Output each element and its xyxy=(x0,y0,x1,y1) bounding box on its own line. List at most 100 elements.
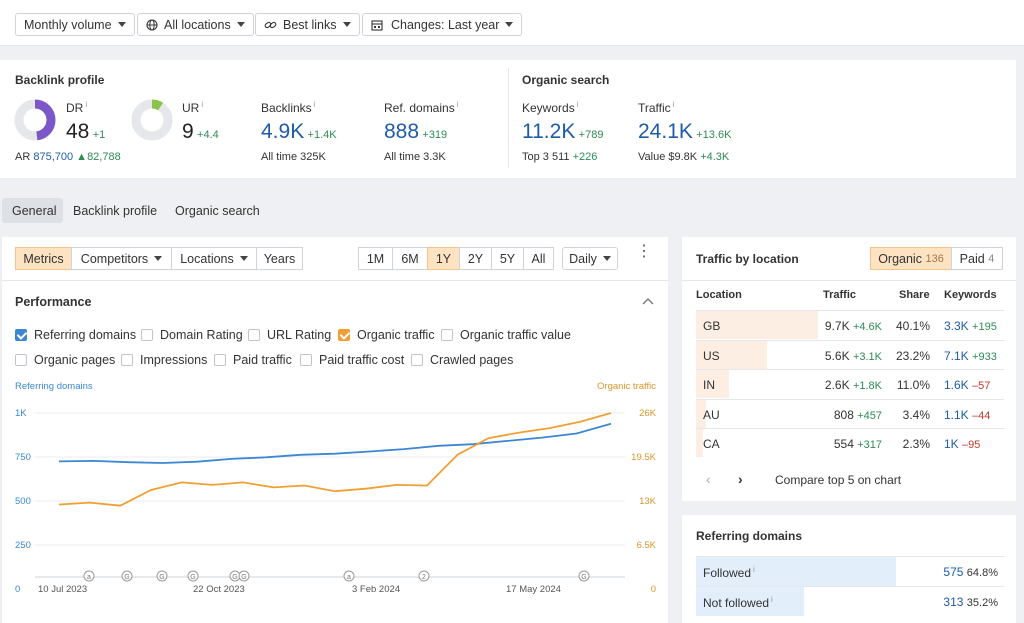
compare-top5-link[interactable]: Compare top 5 on chart xyxy=(775,473,902,487)
share-value: 3.4% xyxy=(902,407,930,422)
keywords-value[interactable]: 11.2K +789 xyxy=(522,120,604,143)
referring-share-bar xyxy=(696,557,896,586)
ref-domains-value[interactable]: 888 +319 xyxy=(384,120,448,143)
info-icon[interactable]: i xyxy=(672,100,675,109)
metrics-button[interactable]: Metrics xyxy=(15,247,72,270)
location-row[interactable]: US 5.6K +3.1K 23.2% 7.1K +933 xyxy=(696,339,1004,369)
info-icon[interactable]: i xyxy=(85,100,88,109)
location-row[interactable]: IN 2.6K +1.8K 11.0% 1.6K –57 xyxy=(696,369,1004,398)
range-6m[interactable]: 6M xyxy=(392,247,428,270)
checkbox-impressions[interactable]: Impressions xyxy=(121,353,207,367)
referring-domains-title: Referring domains xyxy=(696,529,803,543)
annotation-a[interactable] xyxy=(343,570,355,582)
left-tick-0: 0 xyxy=(15,584,21,595)
annotation-g[interactable] xyxy=(121,570,133,582)
range-all[interactable]: All xyxy=(523,247,554,270)
checkbox-organic-traffic-value[interactable]: Organic traffic value xyxy=(441,328,571,342)
ar-row: AR 875,700 ▲82,788 xyxy=(15,151,121,163)
location-row[interactable]: GB 9.7K +4.6K 40.1% 3.3K +195 xyxy=(696,310,1004,339)
info-icon[interactable]: i xyxy=(456,100,459,109)
years-button[interactable]: Years xyxy=(256,247,303,270)
next-page-icon[interactable]: › xyxy=(738,471,743,487)
links-dropdown[interactable]: Best links xyxy=(255,13,360,36)
annotation-a-text: a xyxy=(347,574,351,581)
share-bar xyxy=(696,311,818,339)
checkbox-crawled-pages[interactable]: Crawled pages xyxy=(411,353,513,367)
ref-domains-alltime: All time 3.3K xyxy=(384,151,446,163)
traffic-by-location-title: Traffic by location xyxy=(696,252,799,266)
annotation-g[interactable] xyxy=(187,570,199,582)
collapse-chevron-icon[interactable] xyxy=(642,297,654,305)
keywords-label: Keywords i xyxy=(522,100,579,115)
checkbox-paid-traffic[interactable]: Paid traffic xyxy=(214,353,292,367)
location-row[interactable]: AU 808 +457 3.4% 1.1K –44 xyxy=(696,398,1004,428)
referring-value[interactable]: 313 35.2% xyxy=(943,595,998,609)
organic-search-title: Organic search xyxy=(522,73,610,87)
annotation-g[interactable] xyxy=(578,570,590,582)
checkbox-organic-traffic[interactable]: Organic traffic xyxy=(338,328,435,342)
range-1y[interactable]: 1Y xyxy=(427,247,460,270)
checkbox-referring-domains[interactable]: Referring domains xyxy=(15,328,136,342)
locations-dropdown[interactable]: All locations xyxy=(137,13,254,36)
annotation-g-text: G xyxy=(190,574,195,581)
annotation-g[interactable] xyxy=(238,570,250,582)
referring-domains-row[interactable]: Followed i 575 64.8% xyxy=(696,556,1004,586)
range-1m[interactable]: 1M xyxy=(358,247,393,270)
location-code: GB xyxy=(703,319,721,333)
checkbox-domain-rating[interactable]: Domain Rating xyxy=(141,328,243,342)
annotation-2[interactable] xyxy=(418,570,430,582)
referring-domains-row[interactable]: Not followed i 313 35.2% xyxy=(696,586,1004,616)
range-2y[interactable]: 2Y xyxy=(459,247,492,270)
dr-ring xyxy=(14,99,56,141)
tab-backlink-profile[interactable]: Backlink profile xyxy=(73,204,158,218)
granularity-dropdown[interactable]: Daily xyxy=(562,247,618,270)
annotation-g-text: G xyxy=(581,574,586,581)
keywords-value[interactable]: 1.1K –44 xyxy=(944,407,991,422)
traffic-value[interactable]: 24.1K +13.6K xyxy=(638,120,732,143)
header-location: Location xyxy=(696,289,742,301)
top3-row: Top 3 511 +226 xyxy=(522,151,598,163)
backlinks-label: Backlinks i xyxy=(261,100,316,115)
location-code: CA xyxy=(703,437,720,451)
prev-page-icon[interactable]: ‹ xyxy=(706,471,711,487)
right-tick-26k: 26K xyxy=(639,408,656,419)
organic-toggle[interactable]: Organic 136 xyxy=(870,247,952,270)
changes-dropdown[interactable]: Changes: Last year xyxy=(362,13,523,36)
info-icon[interactable]: i xyxy=(753,565,755,574)
paid-toggle[interactable]: Paid 4 xyxy=(951,247,1003,270)
location-row[interactable]: CA 554 +317 2.3% 1K –95 xyxy=(696,428,1004,457)
checkbox-url-rating[interactable]: URL Rating xyxy=(248,328,331,342)
annotation-g-text: G xyxy=(124,574,129,581)
share-bar xyxy=(696,370,729,398)
info-icon[interactable]: i xyxy=(771,595,773,604)
locations-chart-dropdown[interactable]: Locations xyxy=(171,247,257,270)
info-icon[interactable]: i xyxy=(313,100,316,109)
keywords-value[interactable]: 7.1K +933 xyxy=(944,348,997,363)
checkbox-organic-pages[interactable]: Organic pages xyxy=(15,353,115,367)
keywords-value[interactable]: 3.3K +195 xyxy=(944,319,997,333)
info-icon[interactable]: i xyxy=(576,100,579,109)
keywords-value[interactable]: 1.6K –57 xyxy=(944,378,991,392)
range-5y[interactable]: 5Y xyxy=(491,247,524,270)
header-traffic: Traffic xyxy=(823,289,857,301)
checkbox-paid-traffic-cost[interactable]: Paid traffic cost xyxy=(300,353,404,367)
right-tick-13k: 13K xyxy=(639,496,656,507)
performance-chart[interactable]: a G G G G G a 2 G xyxy=(35,398,625,598)
x-label-jul-2023: 10 Jul 2023 xyxy=(38,584,88,595)
referring-value[interactable]: 575 64.8% xyxy=(943,565,998,579)
info-icon[interactable]: i xyxy=(201,100,204,109)
location-code: AU xyxy=(703,407,720,422)
annotation-g[interactable] xyxy=(156,570,168,582)
keywords-value[interactable]: 1K –95 xyxy=(944,437,981,451)
tab-general[interactable] xyxy=(2,198,63,223)
globe-icon xyxy=(146,18,158,31)
annotation-a[interactable] xyxy=(83,570,95,582)
tab-organic-search[interactable]: Organic search xyxy=(175,204,260,218)
backlinks-value[interactable]: 4.9K +1.4K xyxy=(261,120,337,143)
competitors-dropdown[interactable]: Competitors xyxy=(71,247,172,270)
chevron-down-icon xyxy=(505,22,514,27)
more-options-icon[interactable]: ⋮ xyxy=(636,243,652,260)
overview-divider xyxy=(508,68,509,168)
volume-dropdown[interactable]: Monthly volume xyxy=(15,13,135,36)
annotation-g-text: G xyxy=(159,574,164,581)
